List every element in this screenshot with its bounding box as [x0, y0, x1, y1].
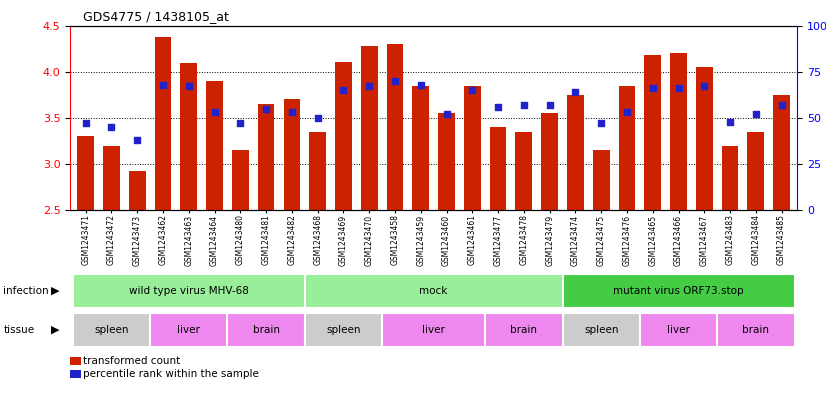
- Text: spleen: spleen: [326, 325, 361, 335]
- Point: [543, 102, 556, 108]
- Point: [131, 137, 144, 143]
- Bar: [103, 145, 120, 210]
- Point: [620, 109, 634, 116]
- Point: [285, 109, 298, 116]
- Bar: [640, 313, 717, 347]
- Bar: [748, 132, 764, 210]
- Point: [749, 111, 762, 118]
- Bar: [206, 81, 223, 210]
- Bar: [670, 53, 687, 210]
- Bar: [335, 62, 352, 210]
- Text: brain: brain: [253, 325, 280, 335]
- Point: [208, 109, 221, 116]
- Text: mock: mock: [420, 286, 448, 296]
- Bar: [412, 86, 430, 210]
- Text: brain: brain: [510, 325, 538, 335]
- Bar: [438, 113, 455, 210]
- Point: [234, 120, 247, 127]
- Point: [440, 111, 453, 118]
- Bar: [283, 99, 301, 210]
- Bar: [73, 313, 150, 347]
- Bar: [78, 136, 94, 210]
- Text: infection: infection: [3, 286, 49, 296]
- Bar: [773, 95, 790, 210]
- Bar: [567, 95, 584, 210]
- Point: [414, 81, 427, 88]
- Text: ▶: ▶: [51, 325, 59, 335]
- Text: tissue: tissue: [3, 325, 35, 335]
- Point: [491, 104, 505, 110]
- Point: [595, 120, 608, 127]
- Text: liver: liver: [422, 325, 445, 335]
- Text: mutant virus ORF73.stop: mutant virus ORF73.stop: [613, 286, 744, 296]
- Text: spleen: spleen: [584, 325, 619, 335]
- Bar: [490, 127, 506, 210]
- Bar: [73, 274, 305, 308]
- Bar: [563, 313, 640, 347]
- Point: [569, 89, 582, 95]
- Point: [156, 81, 169, 88]
- Bar: [696, 67, 713, 210]
- Point: [775, 102, 788, 108]
- Point: [466, 87, 479, 93]
- Point: [388, 78, 401, 84]
- Bar: [305, 313, 382, 347]
- Bar: [150, 313, 227, 347]
- Point: [724, 118, 737, 125]
- Point: [337, 87, 350, 93]
- Bar: [563, 274, 795, 308]
- Bar: [258, 104, 274, 210]
- Point: [517, 102, 530, 108]
- Text: wild type virus MHV-68: wild type virus MHV-68: [129, 286, 249, 296]
- Bar: [382, 313, 485, 347]
- Bar: [717, 313, 795, 347]
- Text: spleen: spleen: [94, 325, 129, 335]
- Bar: [309, 132, 326, 210]
- Bar: [305, 274, 563, 308]
- Bar: [593, 150, 610, 210]
- Bar: [227, 313, 305, 347]
- Point: [363, 83, 376, 90]
- Text: brain: brain: [743, 325, 769, 335]
- Point: [79, 120, 93, 127]
- Text: percentile rank within the sample: percentile rank within the sample: [83, 369, 259, 379]
- Bar: [541, 113, 558, 210]
- Text: liver: liver: [178, 325, 200, 335]
- Bar: [232, 150, 249, 210]
- Point: [183, 83, 196, 90]
- Point: [672, 85, 685, 92]
- Bar: [387, 44, 403, 210]
- Text: GDS4775 / 1438105_at: GDS4775 / 1438105_at: [83, 10, 229, 23]
- Bar: [361, 46, 377, 210]
- Bar: [644, 55, 661, 210]
- Text: ▶: ▶: [51, 286, 59, 296]
- Bar: [464, 86, 481, 210]
- Bar: [619, 86, 635, 210]
- Bar: [515, 132, 532, 210]
- Bar: [180, 63, 197, 210]
- Text: liver: liver: [667, 325, 690, 335]
- Bar: [485, 313, 563, 347]
- Bar: [154, 37, 171, 210]
- Point: [698, 83, 711, 90]
- Bar: [129, 171, 145, 210]
- Point: [311, 115, 325, 121]
- Point: [259, 105, 273, 112]
- Text: transformed count: transformed count: [83, 356, 181, 366]
- Point: [646, 85, 659, 92]
- Point: [105, 124, 118, 130]
- Bar: [722, 145, 738, 210]
